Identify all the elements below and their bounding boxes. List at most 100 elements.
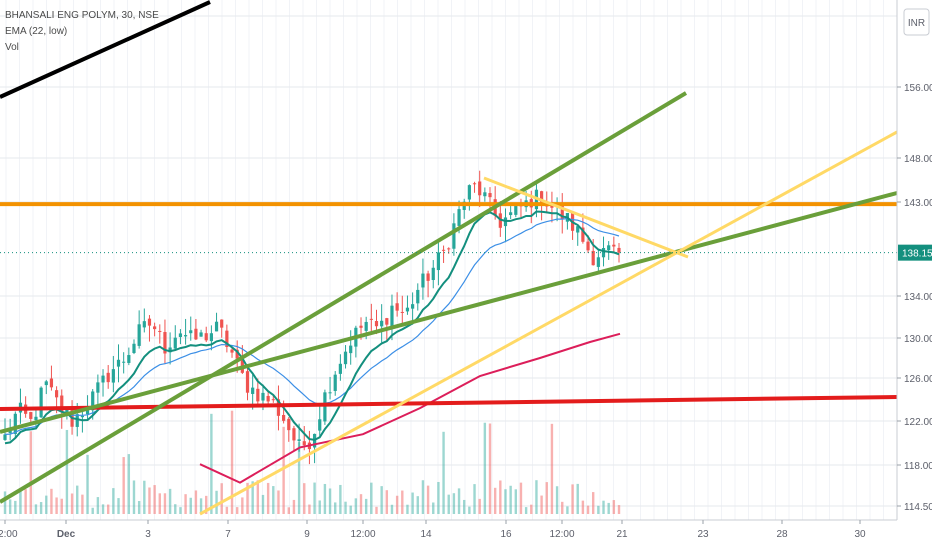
volume-bar bbox=[483, 422, 487, 514]
candle-body bbox=[431, 267, 435, 281]
chart-legend: BHANSALI ENG POLYM, 30, NSE EMA (22, low… bbox=[5, 8, 159, 56]
volume-bar bbox=[380, 486, 383, 514]
candle-body bbox=[49, 378, 54, 388]
volume-bar bbox=[612, 500, 616, 514]
volume-bar bbox=[215, 490, 218, 514]
volume-bar bbox=[297, 442, 301, 514]
long-ma-line bbox=[199, 332, 621, 484]
legend-symbol: BHANSALI ENG POLYM, 30, NSE bbox=[5, 10, 159, 21]
volume-bar bbox=[581, 500, 585, 514]
currency-badge bbox=[903, 8, 930, 36]
candle-body bbox=[3, 434, 7, 440]
volume-bar bbox=[282, 426, 285, 514]
candle-body bbox=[390, 305, 394, 328]
volume-bar bbox=[395, 495, 399, 514]
volume-bar bbox=[468, 506, 471, 514]
green-trendline-upper bbox=[0, 91, 688, 504]
price-tick-label: 126.00 bbox=[904, 374, 932, 385]
volume-bar bbox=[597, 505, 600, 514]
candle-body bbox=[338, 363, 342, 374]
volume-bar bbox=[452, 493, 456, 514]
volume-bar bbox=[39, 502, 43, 514]
volume-bar bbox=[163, 493, 167, 514]
candle-body bbox=[209, 333, 213, 342]
volume-bar bbox=[112, 488, 115, 514]
candle-body bbox=[183, 335, 188, 337]
time-axis-background bbox=[0, 520, 932, 550]
candle-body bbox=[34, 416, 38, 421]
volume-bar bbox=[101, 504, 105, 514]
time-tick-label: 12:00 bbox=[0, 529, 18, 540]
volume-bar bbox=[81, 494, 84, 514]
price-tick-label: 130.00 bbox=[904, 334, 932, 345]
volume-bar bbox=[158, 493, 161, 514]
volume-bar bbox=[34, 504, 38, 514]
candle-body bbox=[60, 395, 64, 413]
volume-bar bbox=[318, 500, 321, 514]
volume-bar bbox=[442, 431, 445, 514]
candle-body bbox=[395, 303, 399, 311]
volume-bar bbox=[519, 482, 523, 514]
volume-bar bbox=[411, 492, 414, 514]
volume-bar bbox=[488, 423, 492, 514]
volume-bar bbox=[421, 480, 425, 514]
volume-bar bbox=[127, 454, 131, 514]
candle-body bbox=[607, 245, 611, 251]
candle-body bbox=[411, 304, 415, 309]
time-tick-label: 23 bbox=[697, 529, 709, 540]
candle-body bbox=[405, 307, 410, 312]
candle-body bbox=[137, 324, 141, 346]
candle-body bbox=[612, 244, 616, 247]
volume-bar bbox=[210, 413, 213, 514]
candle-body bbox=[488, 193, 492, 198]
volume-bar bbox=[168, 488, 172, 514]
volume-bar bbox=[566, 506, 569, 514]
time-tick-label: Dec bbox=[57, 529, 76, 540]
candle-body bbox=[230, 349, 234, 353]
candle-body bbox=[282, 414, 286, 421]
volume-bar bbox=[447, 494, 450, 514]
candle-body bbox=[364, 321, 368, 331]
time-tick-label: 21 bbox=[616, 529, 628, 540]
volume-bar bbox=[174, 504, 177, 514]
price-tick-label: 148.00 bbox=[904, 154, 932, 165]
candle-body bbox=[385, 318, 389, 325]
volume-bar bbox=[602, 500, 605, 514]
candle-body bbox=[287, 418, 291, 431]
volume-bar bbox=[50, 488, 53, 514]
candle-body bbox=[54, 390, 59, 398]
candle-body bbox=[369, 318, 373, 320]
volume-bar bbox=[370, 482, 373, 514]
volume-bar bbox=[437, 481, 440, 514]
candle-body bbox=[328, 392, 332, 394]
candle-body bbox=[323, 392, 327, 422]
volume-bar bbox=[313, 482, 316, 514]
volume-bar bbox=[246, 482, 249, 514]
candle-body bbox=[256, 388, 260, 402]
candle-body bbox=[178, 333, 183, 338]
volume-bar bbox=[70, 493, 74, 514]
volume-bar bbox=[303, 483, 306, 514]
candle-body bbox=[421, 273, 425, 288]
time-tick-label: 3 bbox=[145, 529, 151, 540]
volume-bar bbox=[194, 490, 198, 514]
volume-bar bbox=[91, 507, 94, 514]
time-tick-label: 12:00 bbox=[350, 529, 375, 540]
volume-bar bbox=[308, 504, 311, 514]
volume-bar bbox=[561, 501, 564, 514]
candle-body bbox=[483, 192, 487, 197]
volume-bar bbox=[132, 480, 136, 514]
candle-body bbox=[266, 395, 270, 402]
volume-bar bbox=[225, 506, 229, 514]
candle-body bbox=[601, 248, 606, 258]
yellow-trendline-rising bbox=[199, 130, 898, 516]
volume-bar bbox=[375, 506, 378, 514]
candle-body bbox=[271, 399, 275, 401]
volume-bar bbox=[571, 484, 574, 514]
volume-bar bbox=[385, 490, 389, 514]
volume-bar bbox=[55, 497, 58, 514]
price-tick-label: 156.00 bbox=[904, 83, 932, 94]
volume-bar bbox=[106, 504, 110, 514]
